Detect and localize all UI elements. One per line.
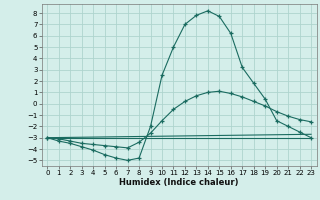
X-axis label: Humidex (Indice chaleur): Humidex (Indice chaleur) — [119, 178, 239, 187]
